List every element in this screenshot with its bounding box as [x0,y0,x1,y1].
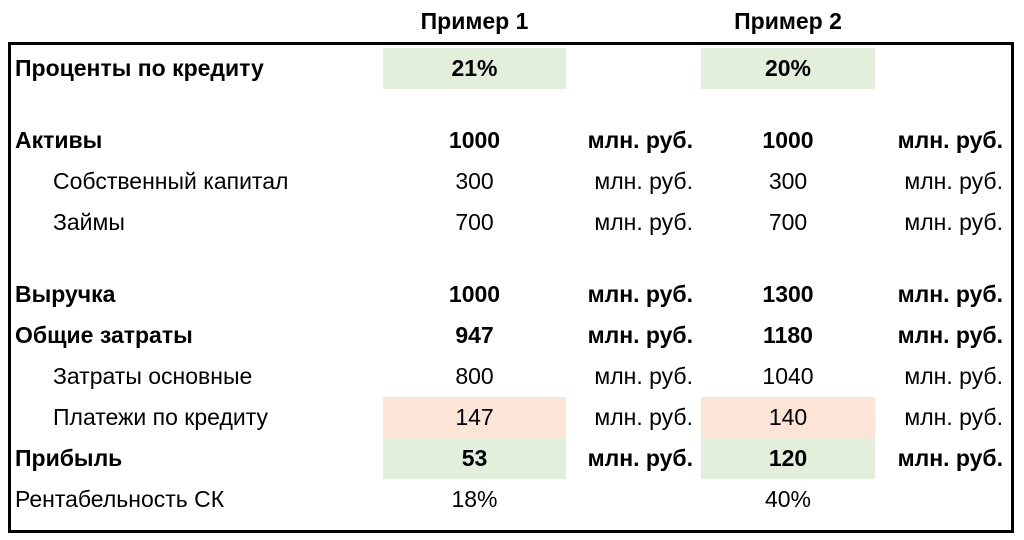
row-label: Рентабельность СК [15,486,225,512]
example1-value-cell: 1000 [448,127,501,153]
row-label: Выручка [15,281,116,307]
example1-value-cell: 18% [451,486,498,512]
example1-unit-cell: млн. руб. [594,168,693,194]
table-row: Выручка 1000 млн. руб. 1300 млн. руб. [11,274,1011,315]
table-row: Затраты основные 800 млн. руб. 1040 млн. руб… [11,356,1011,397]
example2-value-cell: 40% [764,486,812,512]
example2-value-cell: 300 [768,168,808,194]
example1-unit-cell: млн. руб. [594,404,693,430]
example2-value-cell: 120 [701,438,875,479]
example1-value-cell: 1000 [448,281,501,307]
row-label: Проценты по кредиту [15,55,264,81]
example2-value-cell: 140 [701,397,875,438]
table-row: Проценты по кредиту 21% 20% [11,48,1011,89]
example1-value-cell: 147 [383,397,566,438]
example2-unit-cell [875,479,1011,520]
table-row: Займы 700 млн. руб. 700 млн. руб. [11,202,1011,243]
example2-unit-cell: млн. руб. [904,363,1003,389]
table-row: Рентабельность СК 18% 40% [11,479,1011,520]
example2-value-cell: 1180 [763,322,813,348]
header-example-1: Пример 1 [420,7,529,34]
example1-unit-cell: млн. руб. [587,281,693,307]
example2-value-cell: 1300 [762,281,814,307]
example2-value-cell: 1040 [762,363,814,389]
example2-unit-cell: млн. руб. [897,445,1003,471]
example1-value-cell: 21% [383,48,566,89]
example2-unit-cell [875,48,1011,89]
example1-unit-cell: млн. руб. [587,127,693,153]
example1-unit-cell: млн. руб. [587,322,693,348]
example1-value-cell: 700 [455,209,494,235]
example2-value-cell: 700 [768,209,808,235]
table-row: Платежи по кредиту 147 млн. руб. 140 млн. ру… [11,397,1011,438]
example1-unit-cell: млн. руб. [594,363,693,389]
example1-value-cell: 800 [455,363,494,389]
row-label: Затраты основные [53,363,253,389]
row-label: Собственный капитал [53,168,289,194]
example2-unit-cell: млн. руб. [904,168,1003,194]
example1-value-cell: 947 [455,322,494,348]
header-example-2: Пример 2 [734,7,842,34]
table-row: Активы 1000 млн. руб. 1000 млн. руб. [11,120,1011,161]
example1-unit-cell: млн. руб. [587,445,693,471]
row-label: Прибыль [15,445,123,471]
example2-unit-cell: млн. руб. [904,404,1003,430]
example1-value-cell: 300 [455,168,494,194]
row-label: Платежи по кредиту [53,404,269,430]
example2-value-cell: 20% [701,48,875,89]
table-row: Собственный капитал 300 млн. руб. 300 млн. р… [11,161,1011,202]
row-label: Активы [15,127,103,153]
table-row: Общие затраты 947 млн. руб. 1180 млн. руб. [11,315,1011,356]
example2-unit-cell: млн. руб. [904,209,1003,235]
example1-unit-cell [566,479,701,520]
table-spacer-row [11,243,1011,274]
table-row: Прибыль 53 млн. руб. 120 млн. руб. [11,438,1011,479]
example1-unit-cell [566,48,701,89]
example1-unit-cell: млн. руб. [594,209,693,235]
example2-unit-cell: млн. руб. [897,281,1003,307]
row-label: Займы [53,209,125,235]
example2-value-cell: 1000 [762,127,814,153]
table-spacer-row [11,89,1011,120]
example2-unit-cell: млн. руб. [897,322,1003,348]
table-header-row: Пример 1 Пример 2 [11,0,1011,42]
row-label: Общие затраты [15,322,193,348]
financial-table: Проценты по кредиту 21% 20% Активы 1000 млн. … [8,42,1014,533]
table-rows: Проценты по кредиту 21% 20% Активы 1000 млн. … [11,45,1011,520]
example2-unit-cell: млн. руб. [897,127,1003,153]
example1-value-cell: 53 [383,438,566,479]
